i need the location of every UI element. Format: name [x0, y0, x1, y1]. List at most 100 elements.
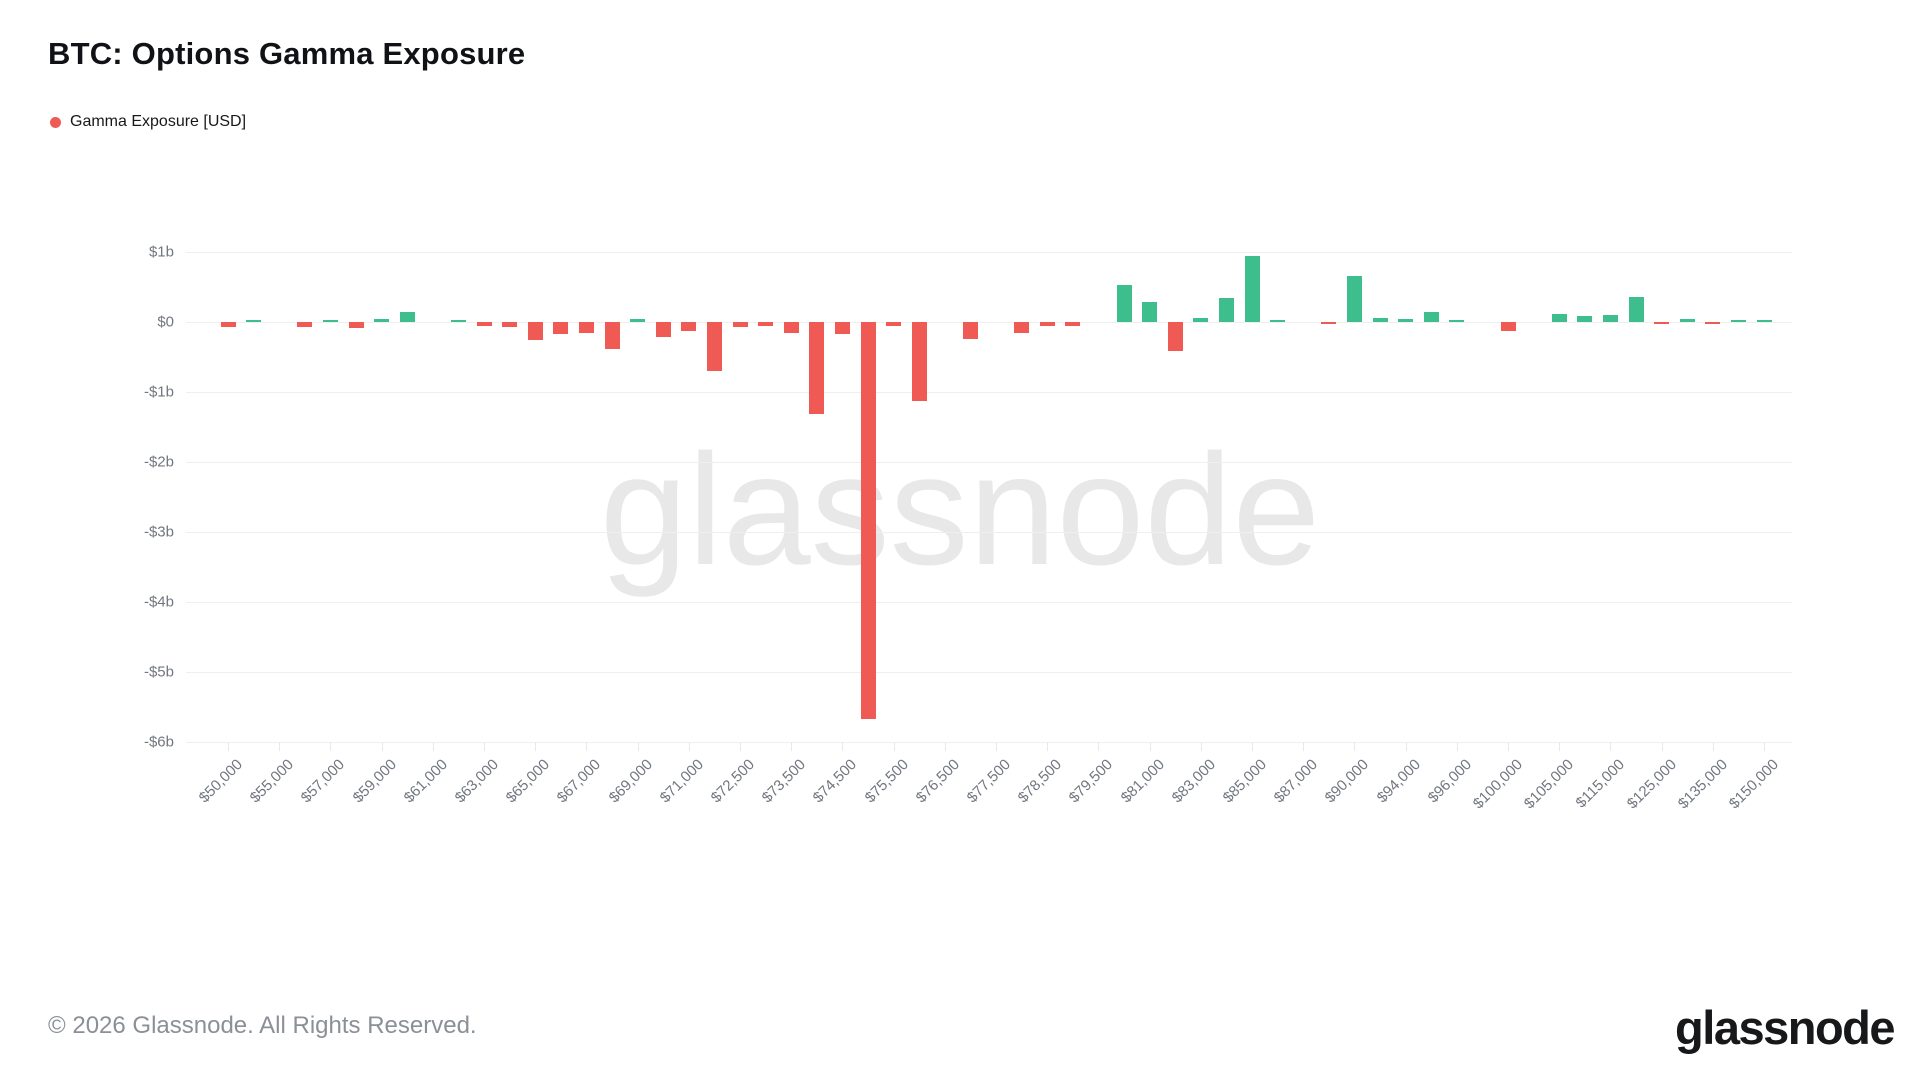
- x-axis-tick: [1456, 742, 1458, 751]
- x-axis-label-135000: $135,000: [1674, 756, 1731, 813]
- legend-item-gamma-exposure[interactable]: Gamma Exposure [USD]: [50, 113, 246, 131]
- x-axis-tick: [484, 742, 485, 751]
- bar-strike-37: [1167, 322, 1183, 351]
- gridline--$1b: [186, 392, 1792, 393]
- x-axis-tick: [842, 742, 844, 751]
- bar-strike-1: [246, 319, 262, 322]
- bar-strike-11: [502, 322, 518, 327]
- bar-strike-19: [706, 322, 722, 371]
- x-axis-tick: [1405, 742, 1407, 751]
- x-axis-tick: [330, 742, 332, 751]
- bar-57000: [322, 319, 338, 322]
- footer-copyright: © 2026 Glassnode. All Rights Reserved.: [48, 1012, 477, 1039]
- x-axis-tick: [1149, 742, 1151, 751]
- bar-strike-25: [860, 322, 876, 719]
- x-axis-label-71000: $71,000: [656, 756, 707, 807]
- bar-strike-3: [297, 322, 313, 327]
- x-axis-label-115000: $115,000: [1572, 756, 1629, 812]
- x-axis-label-50000: $50,000: [195, 756, 247, 807]
- bar-strike-7: [399, 311, 415, 322]
- x-axis-tick: [1610, 742, 1612, 751]
- bar-strike-47: [1423, 312, 1439, 322]
- x-axis-label-90000: $90,000: [1322, 756, 1373, 807]
- x-axis-tick: [996, 742, 997, 751]
- x-axis-tick: [740, 742, 741, 751]
- x-axis-label-87000: $87,000: [1270, 756, 1322, 807]
- bar-75500: [886, 322, 902, 326]
- x-axis-tick: [688, 742, 690, 751]
- x-axis-label-55000: $55,000: [246, 756, 298, 807]
- bar-65000: [527, 322, 543, 341]
- y-axis-tick-label: $1b: [148, 243, 174, 261]
- bar-100000: [1500, 322, 1516, 332]
- x-axis-label-81000: $81,000: [1117, 756, 1168, 807]
- bar-strike-57: [1679, 318, 1695, 322]
- bar-73500: [783, 322, 799, 334]
- bar-96000: [1449, 320, 1465, 322]
- bar-150000: [1756, 320, 1772, 322]
- bar-74500: [834, 322, 850, 334]
- x-axis-tick: [893, 742, 895, 751]
- x-axis-label-85000: $85,000: [1219, 756, 1271, 807]
- x-axis-label-79500: $79,500: [1066, 756, 1117, 807]
- bar-135000: [1705, 322, 1721, 325]
- bar-strike-41: [1270, 319, 1286, 322]
- x-axis-tick: [586, 742, 588, 751]
- y-axis-tick-label: -$6b: [143, 733, 174, 751]
- x-axis-tick: [1508, 742, 1509, 751]
- gridline--$6b: [186, 742, 1792, 743]
- x-axis-tick: [1200, 742, 1202, 751]
- bar-63000: [476, 322, 492, 327]
- x-axis-label-72500: $72,500: [707, 756, 759, 807]
- x-axis-label-59000: $59,000: [349, 756, 400, 807]
- x-axis-tick: [1354, 742, 1356, 751]
- page-title: BTC: Options Gamma Exposure: [48, 36, 526, 71]
- bar-strike-31: [1014, 322, 1030, 334]
- bar-69000: [630, 318, 646, 322]
- watermark: glassnode: [599, 422, 1321, 598]
- bar-strike-13: [553, 322, 569, 334]
- x-axis-tick: [1098, 742, 1100, 751]
- x-axis-label-105000: $105,000: [1520, 756, 1578, 813]
- bar-strike-15: [604, 322, 620, 349]
- x-axis-tick: [1764, 742, 1765, 751]
- bar-81000: [1142, 302, 1158, 322]
- x-axis-tick: [1252, 742, 1253, 751]
- bar-85000: [1244, 255, 1260, 322]
- bar-strike-21: [758, 322, 774, 327]
- x-axis-label-63000: $63,000: [451, 756, 503, 807]
- bar-strike-35: [1116, 284, 1132, 322]
- x-axis-label-73500: $73,500: [758, 756, 810, 807]
- bar-59000: [374, 319, 390, 322]
- bar-105000: [1551, 313, 1567, 322]
- bar-strike-17: [655, 322, 671, 338]
- bar-strike-29: [962, 322, 978, 339]
- y-axis-tick-label: -$3b: [143, 523, 174, 541]
- x-axis-tick: [535, 742, 537, 751]
- x-axis-tick: [228, 742, 229, 751]
- x-axis-label-69000: $69,000: [605, 756, 656, 807]
- x-axis-label-94000: $94,000: [1373, 756, 1424, 807]
- gridline--$3b: [186, 532, 1792, 533]
- y-axis-tick-label: -$1b: [143, 383, 174, 401]
- bar-50000: [220, 322, 236, 327]
- x-axis-label-76500: $76,500: [912, 756, 963, 807]
- gridline--$2b: [186, 462, 1792, 463]
- legend-series-label: Gamma Exposure [USD]: [70, 113, 247, 130]
- bar-90000: [1346, 275, 1362, 322]
- y-axis-tick-label: -$5b: [143, 663, 174, 681]
- y-axis-tick-label: $0: [157, 313, 174, 331]
- bar-strike-33: [1065, 322, 1081, 327]
- gridline--$5b: [186, 672, 1792, 673]
- bar-125000: [1654, 322, 1670, 324]
- x-axis-tick: [1303, 742, 1305, 751]
- bar-72500: [732, 322, 748, 327]
- x-axis-label-67000: $67,000: [554, 756, 605, 807]
- bar-strike-23: [809, 322, 825, 415]
- x-axis-tick: [279, 742, 281, 751]
- bar-strike-27: [911, 322, 927, 402]
- x-axis-label-83000: $83,000: [1168, 756, 1219, 807]
- glassnode-logo: glassnode: [1675, 1001, 1895, 1054]
- x-axis-tick: [791, 742, 793, 751]
